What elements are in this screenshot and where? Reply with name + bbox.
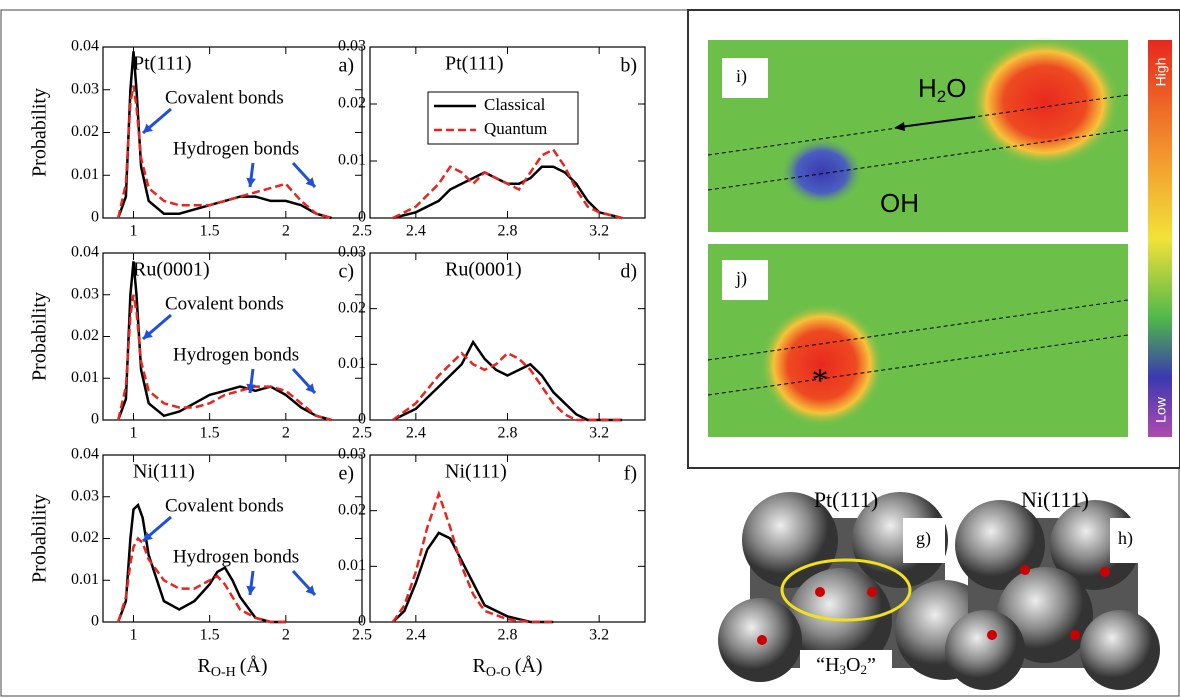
x-tick-label: 1 <box>129 223 137 240</box>
y-tick-label: 0.04 <box>71 446 99 463</box>
surface-title: Ni(111) <box>1021 487 1089 512</box>
y-tick-label: 0.01 <box>71 369 99 386</box>
map-label: i) <box>736 66 747 87</box>
heatmap-i: i) H2O OH <box>708 37 1128 232</box>
y-tick-label: 0.01 <box>338 355 366 372</box>
panel-label: e) <box>338 463 354 485</box>
y-tick-label: 0.03 <box>71 80 99 97</box>
colorbar-high: High <box>1153 58 1169 87</box>
y-tick-label: 0.03 <box>71 487 99 504</box>
x-tick-label: 1.5 <box>200 627 220 644</box>
x-tick-label: 1.5 <box>200 223 220 240</box>
panel-label: f) <box>624 463 637 485</box>
panel-label: g) <box>916 528 931 549</box>
x-axis-label: RO-O (Å) <box>473 655 543 681</box>
panel-label: c) <box>338 261 354 283</box>
y-axis-label: Probability <box>29 494 51 583</box>
x-axis-label-unit: (Å) <box>515 655 543 677</box>
y-tick-label: 0 <box>358 411 366 428</box>
x-axis-label-sub: O-O <box>486 665 511 680</box>
x-axis-label-main: R <box>198 655 212 677</box>
y-tick-label: 0 <box>358 209 366 226</box>
map-label: j) <box>735 268 747 289</box>
surface-h: h) Ni(111) <box>945 487 1160 690</box>
x-tick-label: 2.8 <box>498 425 518 442</box>
panel-label: d) <box>620 261 637 283</box>
x-tick-label: 2 <box>282 223 290 240</box>
annotation: Hydrogen bonds <box>173 138 299 159</box>
y-tick-label: 0.01 <box>338 152 366 169</box>
chart-title: Ru(0001) <box>133 259 210 281</box>
y-tick-label: 0.04 <box>71 38 99 55</box>
chart-title: Ru(0001) <box>445 259 522 281</box>
series-line <box>393 167 622 218</box>
y-tick-label: 0 <box>91 209 99 226</box>
x-tick-label: 1 <box>129 425 137 442</box>
x-tick-label: 2.8 <box>498 627 518 644</box>
series-line <box>393 533 553 622</box>
annotation: Covalent bonds <box>165 87 284 108</box>
x-axis-label-unit: (Å) <box>240 655 268 677</box>
y-tick-label: 0.03 <box>338 446 366 463</box>
chart-title: Ni(111) <box>445 461 507 483</box>
legend-label: Quantum <box>484 119 547 138</box>
y-tick-label: 0.02 <box>338 95 366 112</box>
y-tick-label: 0.02 <box>338 299 366 316</box>
series-line <box>393 494 553 622</box>
y-tick-label: 0.03 <box>338 38 366 55</box>
heatmap-j: j) * <box>708 244 1128 437</box>
y-tick-label: 0.02 <box>71 529 99 546</box>
annotation: Hydrogen bonds <box>173 546 299 567</box>
y-tick-label: 0 <box>91 411 99 428</box>
y-tick-label: 0.03 <box>338 244 366 261</box>
marker-label: * <box>812 362 829 399</box>
panel-label: a) <box>338 55 354 77</box>
chart-title: Pt(111) <box>445 53 504 75</box>
species-label: “H3O2” <box>816 654 876 677</box>
y-tick-label: 0.01 <box>338 557 366 574</box>
panel-label: b) <box>620 55 637 77</box>
y-tick-label: 0.02 <box>71 123 99 140</box>
surface-title: Pt(111) <box>814 487 878 512</box>
y-tick-label: 0.01 <box>71 166 99 183</box>
series-line <box>393 342 622 420</box>
x-tick-label: 2.4 <box>406 425 426 442</box>
x-axis-label-main: R <box>473 655 487 677</box>
x-tick-label: 2 <box>282 627 290 644</box>
x-tick-label: 3.2 <box>589 627 609 644</box>
panel-label: h) <box>1118 528 1133 549</box>
y-tick-label: 0.04 <box>71 244 99 261</box>
x-tick-label: 3.2 <box>589 425 609 442</box>
series-line <box>393 353 622 420</box>
x-tick-label: 1 <box>129 627 137 644</box>
annotation: Covalent bonds <box>165 293 284 314</box>
annotation: Hydrogen bonds <box>173 344 299 365</box>
chart-title: Pt(111) <box>133 53 192 75</box>
colorbar-low: Low <box>1153 396 1169 423</box>
x-tick-label: 2.4 <box>406 223 426 240</box>
colorbar <box>1148 40 1172 437</box>
y-tick-label: 0.01 <box>71 571 99 588</box>
y-axis-label: Probability <box>29 292 51 381</box>
x-tick-label: 2.4 <box>406 627 426 644</box>
figure: i) H2O OH j) * High Low g) Pt(111) “H3O2… <box>0 0 1180 698</box>
x-axis-label-sub: O-H <box>211 665 236 680</box>
y-tick-label: 0.02 <box>71 327 99 344</box>
chart-title: Ni(111) <box>133 461 195 483</box>
x-tick-label: 1.5 <box>200 425 220 442</box>
hydroxyl-label: OH <box>880 188 919 218</box>
y-axis-label: Probability <box>29 88 51 177</box>
y-tick-label: 0 <box>91 613 99 630</box>
series-line <box>118 51 331 218</box>
y-tick-label: 0 <box>358 613 366 630</box>
y-tick-label: 0.03 <box>71 285 99 302</box>
legend-label: Classical <box>484 95 546 114</box>
x-tick-label: 2 <box>282 425 290 442</box>
annotation: Covalent bonds <box>165 495 284 516</box>
x-tick-label: 3.2 <box>589 223 609 240</box>
y-tick-label: 0.02 <box>338 501 366 518</box>
x-axis-label: RO-H (Å) <box>198 655 268 681</box>
x-tick-label: 2.8 <box>498 223 518 240</box>
